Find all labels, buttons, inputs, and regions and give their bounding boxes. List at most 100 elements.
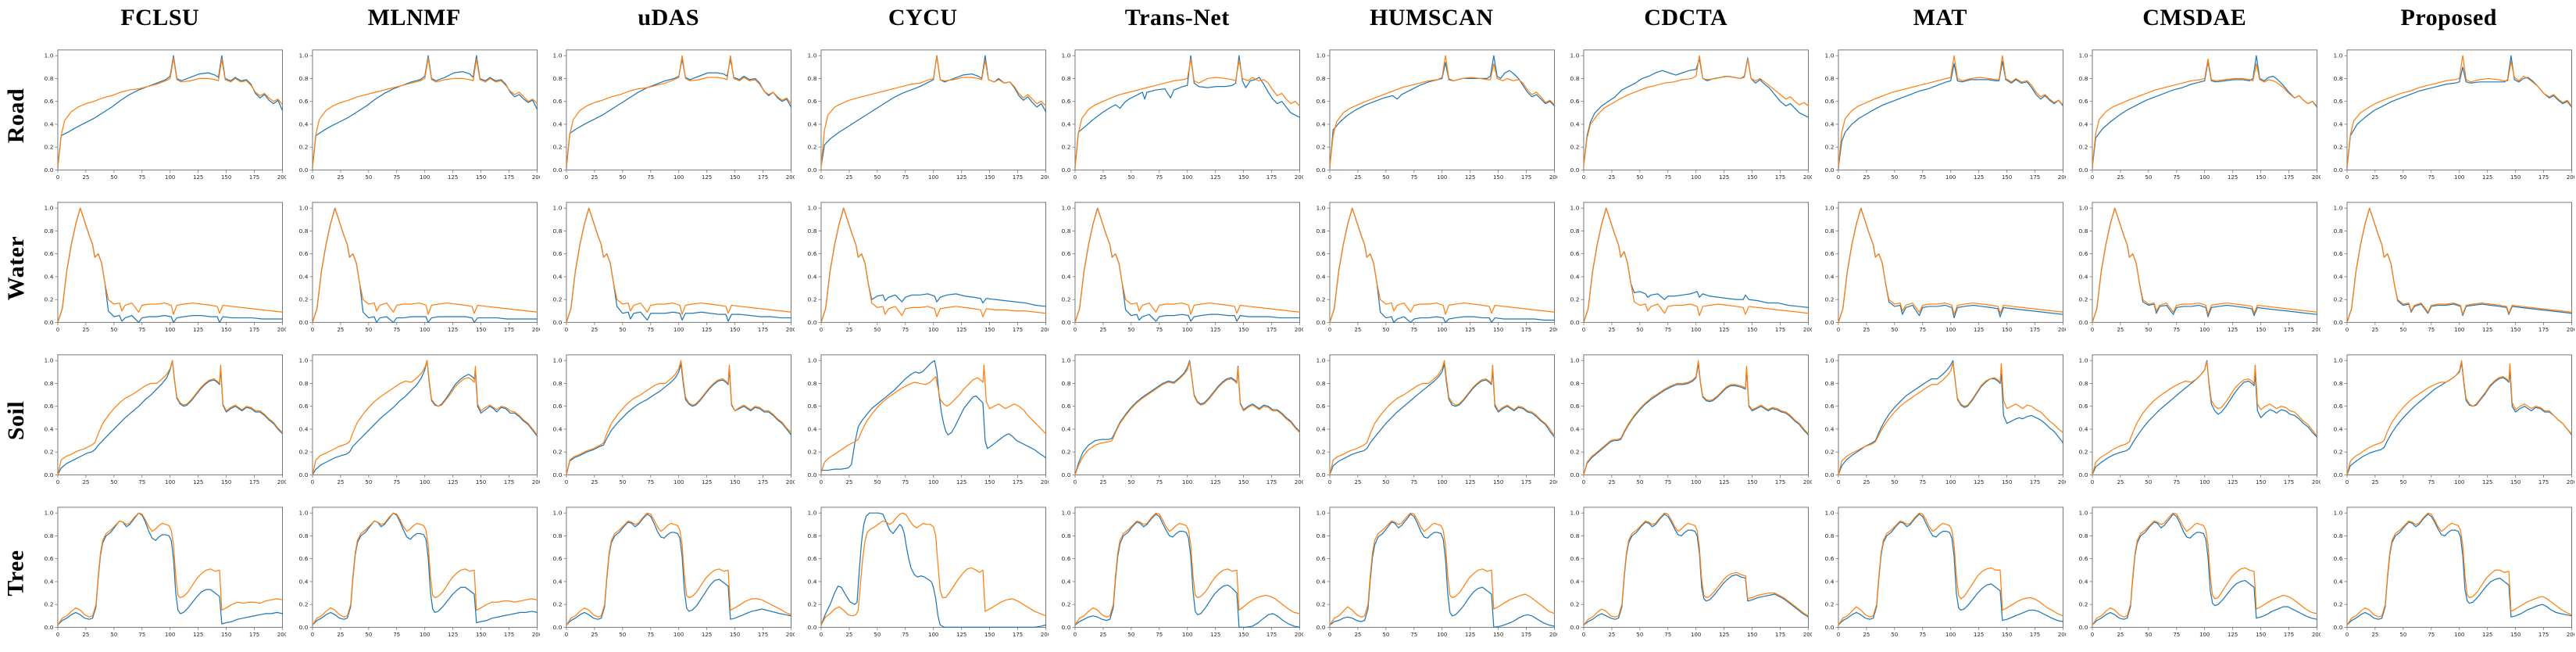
line-chart: 0.0 0.2 0.4 0.6 0.8 1.0 0 25 50 75 100 125 150 175 200	[298, 507, 540, 638]
y-axis-ticks: 0.0 0.2 0.4 0.6 0.8 1.0	[553, 205, 566, 326]
svg-text:75: 75	[393, 174, 400, 181]
svg-text:75: 75	[1664, 479, 1671, 485]
svg-text:0.8: 0.8	[2079, 75, 2088, 82]
svg-text:0.0: 0.0	[1316, 624, 1325, 631]
svg-text:75: 75	[902, 479, 909, 485]
svg-text:0: 0	[1582, 174, 1585, 181]
svg-text:0.8: 0.8	[1824, 227, 1834, 235]
svg-text:75: 75	[647, 327, 654, 333]
svg-text:0.6: 0.6	[1570, 98, 1580, 105]
svg-text:200: 200	[1040, 327, 1049, 333]
svg-text:0: 0	[2345, 327, 2348, 333]
svg-text:0.4: 0.4	[553, 425, 563, 432]
svg-text:0.4: 0.4	[1062, 273, 1071, 280]
svg-text:200: 200	[1803, 632, 1812, 638]
svg-text:0.0: 0.0	[298, 167, 308, 174]
svg-text:0.6: 0.6	[1570, 250, 1580, 257]
svg-text:125: 125	[2228, 632, 2238, 638]
svg-text:100: 100	[1691, 174, 1701, 181]
svg-text:125: 125	[702, 327, 712, 333]
chart-road-fclsu: 0.0 0.2 0.4 0.6 0.8 1.0 0 25 50 75 100 125 150 175 200	[33, 39, 288, 192]
y-axis-ticks: 0.0 0.2 0.4 0.6 0.8 1.0	[2079, 510, 2092, 631]
y-axis-ticks: 0.0 0.2 0.4 0.6 0.8 1.0	[1570, 357, 1584, 478]
svg-text:0.4: 0.4	[298, 578, 308, 585]
svg-text:0.2: 0.2	[807, 296, 816, 303]
svg-text:150: 150	[475, 327, 485, 333]
column-header-mat: MAT	[1813, 0, 2068, 39]
svg-text:0.8: 0.8	[2333, 75, 2342, 82]
svg-text:200: 200	[277, 479, 286, 485]
series-blue-line	[820, 55, 1046, 167]
svg-text:0.8: 0.8	[1062, 227, 1071, 235]
line-chart: 0.0 0.2 0.4 0.6 0.8 1.0 0 25 50 75 100 125 150 175 200	[1062, 354, 1303, 485]
svg-text:75: 75	[1664, 632, 1671, 638]
svg-text:1.0: 1.0	[1570, 52, 1580, 59]
svg-text:125: 125	[1465, 174, 1475, 181]
column-header-label: MLNMF	[367, 5, 461, 30]
svg-text:125: 125	[2482, 479, 2492, 485]
svg-text:0.6: 0.6	[1570, 555, 1580, 562]
svg-text:0: 0	[2091, 632, 2094, 638]
svg-text:1.0: 1.0	[1570, 510, 1580, 517]
svg-text:0: 0	[1074, 327, 1077, 333]
svg-text:75: 75	[1919, 327, 1926, 333]
svg-text:0: 0	[1582, 479, 1585, 485]
svg-text:0.2: 0.2	[1824, 296, 1834, 303]
svg-text:125: 125	[1465, 632, 1475, 638]
svg-text:75: 75	[647, 479, 654, 485]
svg-text:0.8: 0.8	[807, 380, 816, 387]
chart-road-trans-net: 0.0 0.2 0.4 0.6 0.8 1.0 0 25 50 75 100 125 150 175 200	[1050, 39, 1305, 192]
column-header-trans-net: Trans-Net	[1050, 0, 1305, 39]
svg-text:75: 75	[393, 327, 400, 333]
chart-road-cycu: 0.0 0.2 0.4 0.6 0.8 1.0 0 25 50 75 100 125 150 175 200	[796, 39, 1051, 192]
x-axis-ticks: 0 25 50 75 100 125 150 175 200	[565, 170, 795, 181]
series-blue-line	[2092, 360, 2318, 476]
svg-text:0.8: 0.8	[45, 532, 54, 539]
svg-text:150: 150	[1492, 632, 1502, 638]
svg-text:200: 200	[2566, 479, 2574, 485]
chart-tree-trans-net: 0.0 0.2 0.4 0.6 0.8 1.0 0 25 50 75 100 125 150 175 200	[1050, 496, 1305, 649]
svg-text:25: 25	[1863, 174, 1870, 181]
svg-text:100: 100	[2454, 327, 2464, 333]
svg-text:0: 0	[1074, 174, 1077, 181]
series-orange-line	[820, 55, 1046, 167]
svg-text:0.8: 0.8	[1570, 532, 1580, 539]
y-axis-ticks: 0.0 0.2 0.4 0.6 0.8 1.0	[1316, 510, 1330, 631]
svg-text:125: 125	[2482, 174, 2492, 181]
svg-text:125: 125	[702, 174, 712, 181]
svg-text:125: 125	[2228, 479, 2238, 485]
svg-text:0.6: 0.6	[2079, 555, 2088, 562]
svg-text:0.2: 0.2	[2079, 449, 2088, 456]
svg-text:25: 25	[1354, 327, 1361, 333]
svg-text:0.4: 0.4	[1570, 425, 1580, 432]
svg-text:25: 25	[1354, 632, 1361, 638]
svg-text:25: 25	[2117, 479, 2124, 485]
series-blue-line	[1074, 55, 1301, 169]
svg-text:1.0: 1.0	[1062, 52, 1071, 59]
svg-text:75: 75	[1664, 174, 1671, 181]
svg-text:0.8: 0.8	[1062, 75, 1071, 82]
svg-text:25: 25	[1099, 174, 1106, 181]
svg-text:25: 25	[1354, 174, 1361, 181]
column-header-label: uDAS	[638, 5, 700, 30]
svg-text:50: 50	[1891, 479, 1898, 485]
svg-text:125: 125	[956, 479, 966, 485]
svg-text:0.0: 0.0	[1062, 471, 1071, 478]
svg-text:0.8: 0.8	[1316, 227, 1325, 235]
column-header-mlnmf: MLNMF	[288, 0, 542, 39]
line-chart: 0.0 0.2 0.4 0.6 0.8 1.0 0 25 50 75 100 125 150 175 200	[1570, 49, 1812, 181]
svg-text:0.6: 0.6	[1824, 98, 1834, 105]
y-axis-ticks: 0.0 0.2 0.4 0.6 0.8 1.0	[45, 52, 58, 174]
svg-text:0.8: 0.8	[553, 380, 563, 387]
svg-text:50: 50	[110, 632, 117, 638]
svg-text:150: 150	[2256, 174, 2266, 181]
svg-text:50: 50	[1636, 174, 1643, 181]
svg-text:0: 0	[1327, 174, 1331, 181]
x-axis-ticks: 0 25 50 75 100 125 150 175 200	[310, 322, 540, 333]
chart-soil-humscan: 0.0 0.2 0.4 0.6 0.8 1.0 0 25 50 75 100 125 150 175 200	[1305, 344, 1560, 496]
svg-text:0.4: 0.4	[2079, 273, 2088, 280]
y-axis-ticks: 0.0 0.2 0.4 0.6 0.8 1.0	[45, 357, 58, 478]
chart-water-mlnmf: 0.0 0.2 0.4 0.6 0.8 1.0 0 25 50 75 100 125 150 175 200	[288, 192, 542, 344]
y-axis-ticks: 0.0 0.2 0.4 0.6 0.8 1.0	[2333, 510, 2347, 631]
svg-text:125: 125	[2482, 632, 2492, 638]
